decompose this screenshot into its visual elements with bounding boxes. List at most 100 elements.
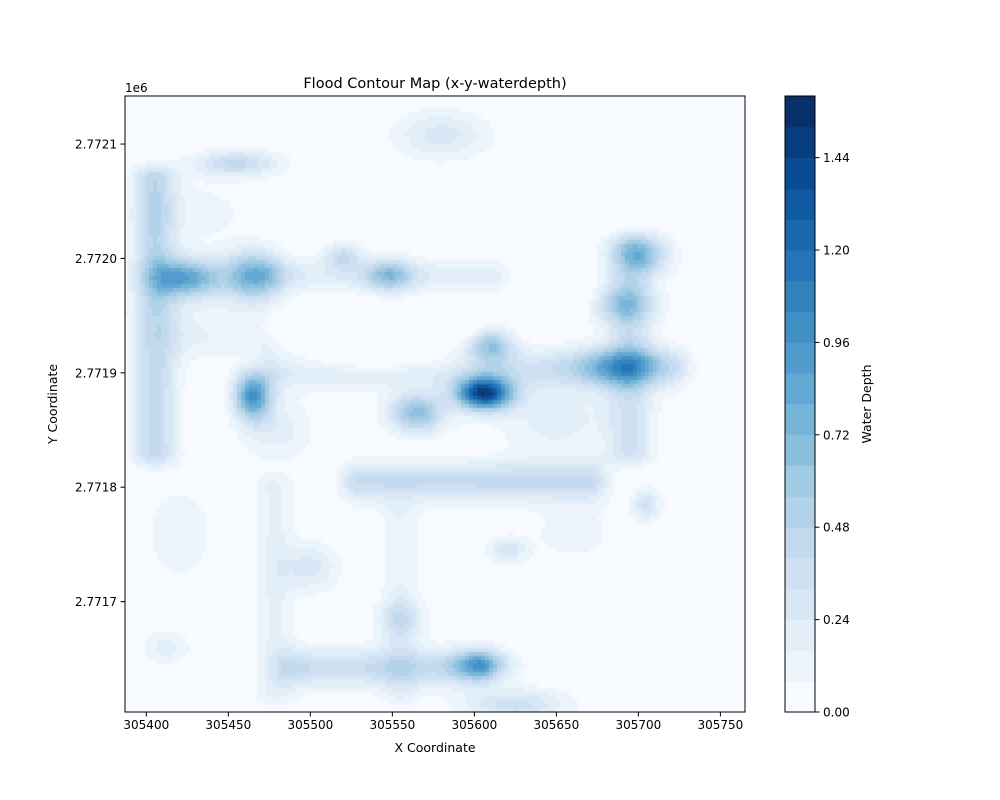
contour-cell <box>257 564 266 569</box>
contour-cell <box>461 348 466 353</box>
contour-cell <box>165 188 170 193</box>
contour-cell <box>377 500 426 505</box>
contour-cell <box>493 544 502 549</box>
contour-cell <box>465 372 474 377</box>
contour-cell <box>153 268 158 273</box>
contour-cell <box>589 356 598 361</box>
contour-cell <box>649 268 654 273</box>
contour-cell <box>669 256 674 261</box>
contour-cell <box>489 344 498 349</box>
contour-cell <box>601 432 614 437</box>
contour-cell <box>621 264 626 269</box>
contour-cell <box>153 540 206 545</box>
contour-cell <box>445 668 454 673</box>
contour-cell <box>585 408 594 413</box>
contour-cell <box>149 204 162 209</box>
contour-cell <box>233 372 238 377</box>
contour-cell <box>137 224 142 229</box>
contour-cell <box>485 552 494 557</box>
contour-cell <box>637 284 646 289</box>
contour-cell <box>413 156 470 161</box>
contour-cell <box>373 632 382 637</box>
contour-cell <box>657 236 666 241</box>
contour-cell <box>493 396 498 401</box>
contour-cell <box>161 216 170 221</box>
contour-cell <box>133 324 138 329</box>
contour-cell <box>645 260 650 265</box>
contour-cell <box>417 684 462 689</box>
contour-cell <box>129 348 134 353</box>
contour-cell <box>145 164 170 169</box>
contour-cell <box>681 360 686 365</box>
contour-cell <box>193 160 206 165</box>
contour-cell <box>305 676 374 681</box>
contour-cell <box>141 204 146 209</box>
contour-cell <box>233 396 238 401</box>
contour-cell <box>129 456 134 461</box>
contour-cell <box>521 552 534 557</box>
contour-cell <box>149 432 162 437</box>
contour-cell <box>405 152 478 157</box>
contour-cell <box>597 260 606 265</box>
contour-cell <box>137 440 142 445</box>
contour-cell <box>421 148 462 153</box>
contour-cell <box>157 280 162 285</box>
contour-cell <box>265 276 270 281</box>
contour-cell <box>633 332 642 337</box>
contour-cell <box>509 356 518 361</box>
contour-cell <box>601 292 606 297</box>
contour-cell <box>605 328 610 333</box>
contour-cell <box>145 460 166 465</box>
contour-cell <box>141 248 146 253</box>
contour-cell <box>425 408 430 413</box>
contour-cell <box>505 368 518 373</box>
contour-cell <box>269 296 274 301</box>
contour-cell <box>205 180 242 185</box>
contour-cell <box>353 492 598 497</box>
contour-cell <box>417 600 426 605</box>
contour-cell <box>645 248 650 253</box>
contour-cell <box>149 208 162 213</box>
contour-cell <box>633 244 638 249</box>
contour-cell <box>237 256 250 261</box>
contour-cell <box>145 256 154 261</box>
contour-cell <box>161 332 170 337</box>
contour-cell <box>141 232 146 237</box>
contour-cell <box>165 408 174 413</box>
contour-cell <box>385 416 390 421</box>
contour-cell <box>161 200 166 205</box>
contour-cell <box>137 460 146 465</box>
contour-cell <box>141 368 150 373</box>
contour-cell <box>385 664 418 669</box>
contour-cell <box>585 352 594 357</box>
contour-cell <box>129 168 138 173</box>
contour-cell <box>621 256 626 261</box>
contour-cell <box>125 192 134 197</box>
contour-cell <box>229 164 246 169</box>
contour-cell <box>237 380 242 385</box>
contour-cell <box>233 288 242 293</box>
contour-cell <box>617 360 638 365</box>
contour-cell <box>593 480 602 485</box>
contour-cell <box>133 248 138 253</box>
contour-cell <box>293 272 306 277</box>
contour-cell <box>625 328 634 333</box>
contour-cell <box>161 204 170 209</box>
contour-cell <box>457 652 466 657</box>
contour-cell <box>145 200 150 205</box>
contour-cell <box>133 356 138 361</box>
contour-cell <box>365 664 386 669</box>
contour-cell <box>377 404 386 409</box>
contour-cell <box>261 456 294 461</box>
contour-cell <box>237 420 242 425</box>
contour-cell <box>653 408 662 413</box>
contour-cell <box>545 348 578 353</box>
contour-cell <box>633 500 638 505</box>
contour-cell <box>649 512 658 517</box>
contour-cell <box>501 684 538 689</box>
contour-cell <box>157 240 166 245</box>
contour-cell <box>473 124 490 129</box>
contour-cell <box>125 300 134 305</box>
contour-cell <box>641 292 646 297</box>
contour-cell <box>345 484 350 489</box>
